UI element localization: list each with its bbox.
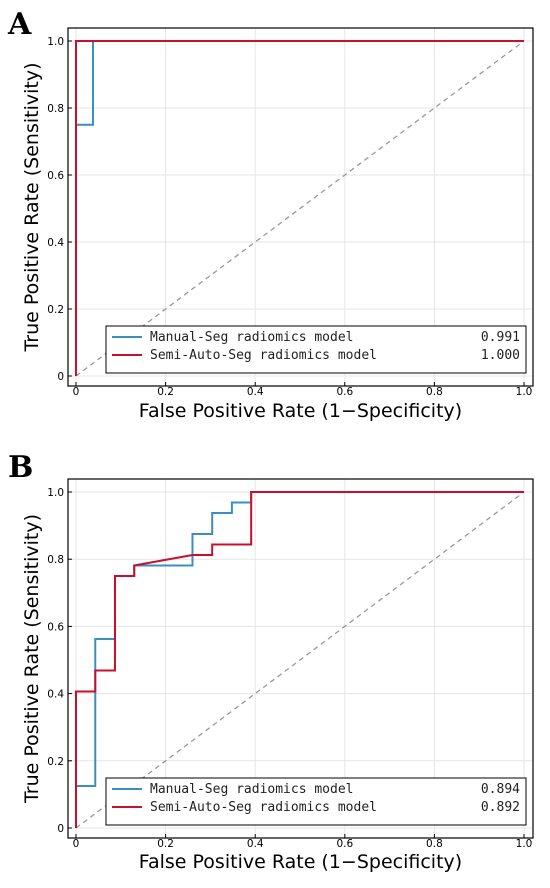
- roc-panel-b: B 0 0.2 0.4 0.6 0.8 1.0 0 0.2 0.4 0.6 0.8 1.0 False P…: [8, 450, 534, 873]
- panel-letter: A: [7, 7, 32, 42]
- x-tick-label: 0.4: [247, 386, 264, 398]
- x-tick-label: 1.0: [516, 838, 533, 850]
- x-axis-label: False Positive Rate (1−Specificity): [139, 851, 462, 873]
- x-tick-label: 0: [73, 838, 80, 850]
- y-tick-label: 0.6: [47, 621, 64, 633]
- x-tick-label: 0.8: [426, 386, 443, 398]
- y-tick-label: 0.2: [47, 304, 64, 316]
- y-tick-label: 1.0: [47, 487, 64, 499]
- y-axis-label: True Positive Rate (Sensitivity): [21, 62, 43, 352]
- y-tick-label: 0: [57, 371, 64, 383]
- x-tick-label: 0.4: [247, 838, 264, 850]
- y-axis-label: True Positive Rate (Sensitivity): [21, 514, 43, 804]
- legend-entry-auc: 0.991: [481, 330, 520, 345]
- legend-entry-auc: 0.894: [481, 782, 520, 797]
- plot-frame: [67, 27, 534, 387]
- x-tick-label: 0.2: [157, 386, 174, 398]
- x-tick-label: 0.6: [336, 838, 353, 850]
- panel-letter: B: [8, 450, 33, 485]
- chance-diagonal-line: [75, 40, 525, 377]
- legend: Manual-Seg radiomics model 0.894 Semi-Auto…: [105, 777, 527, 826]
- chance-diagonal-line: [75, 491, 525, 829]
- y-tick-label: 0.4: [47, 237, 64, 249]
- x-tick-label: 0.2: [157, 838, 174, 850]
- legend-entry-auc: 0.892: [481, 800, 520, 815]
- roc-panel-a: A 0 0.2 0.4 0.6 0.8 1.0 0 0.2 0.4 0.6 0.8 1.0 False P…: [7, 7, 534, 422]
- x-tick-label: 0.6: [336, 386, 353, 398]
- y-tick-label: 0.6: [47, 170, 64, 182]
- roc-curve-semi-auto-seg: [75, 40, 524, 376]
- legend-entry-label: Manual-Seg radiomics model: [150, 782, 354, 797]
- x-tick-label: 0: [73, 386, 80, 398]
- legend-entry-label: Semi-Auto-Seg radiomics model: [150, 348, 377, 363]
- legend-entry-auc: 1.000: [481, 348, 520, 363]
- y-tick-label: 0.4: [47, 689, 64, 701]
- y-tick-label: 0: [57, 823, 64, 835]
- x-tick-label: 0.8: [426, 838, 443, 850]
- legend-entry-label: Manual-Seg radiomics model: [150, 330, 354, 345]
- plot-frame: [67, 478, 534, 839]
- y-tick-label: 0.8: [47, 103, 64, 115]
- y-tick-label: 0.2: [47, 756, 64, 768]
- roc-curve-semi-auto-seg: [75, 491, 524, 828]
- legend-entry-label: Semi-Auto-Seg radiomics model: [150, 800, 377, 815]
- x-axis-label: False Positive Rate (1−Specificity): [139, 400, 462, 422]
- y-tick-label: 1.0: [47, 36, 64, 48]
- x-tick-label: 1.0: [516, 386, 533, 398]
- legend-box: [105, 777, 527, 826]
- y-tick-label: 0.8: [47, 554, 64, 566]
- legend: Manual-Seg radiomics model 0.991 Semi-Auto…: [105, 325, 527, 374]
- legend-box: [105, 325, 527, 374]
